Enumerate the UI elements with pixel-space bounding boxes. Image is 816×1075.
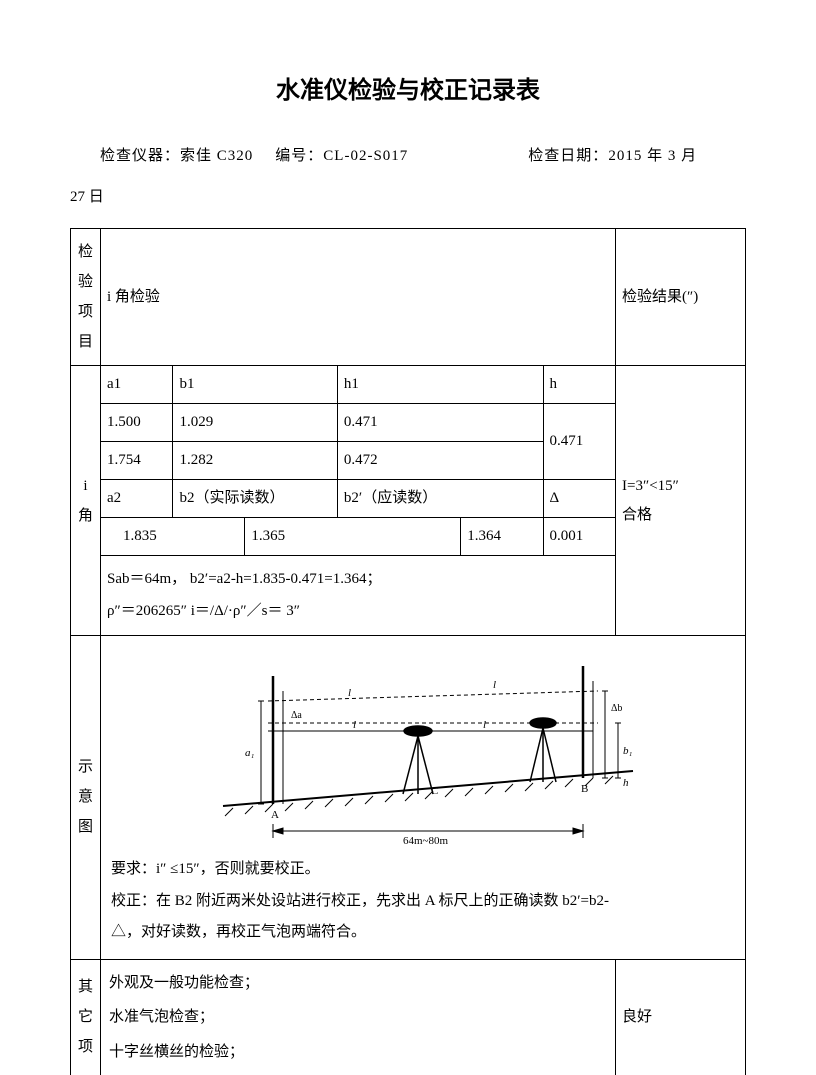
svg-text:a₁: a₁ [245, 747, 255, 759]
svg-text:l: l [348, 687, 351, 699]
svg-text:l: l [353, 719, 356, 731]
formula-2: ρ″＝206265″ i＝/Δ/·ρ″／s＝ 3″ [107, 596, 609, 628]
label-b: B [581, 783, 588, 795]
other-body: 外观及一般功能检查； 水准气泡检查； 十字丝横丝的检验； [101, 959, 616, 1075]
note-3: △，对好读数，再校正气泡两端符合。 [111, 917, 735, 949]
serial-value: CL-02-S017 [323, 148, 408, 164]
label-c: C [431, 785, 438, 797]
r3-b2p: 1.364 [461, 518, 543, 556]
h-h: h [543, 366, 615, 404]
diagram-notes: 要求：i″ ≤15″，否则就要校正。 校正：在 B2 附近两米处设站进行校正，先… [101, 846, 745, 959]
meta-line: 检查仪器：索佳 C320 编号：CL-02-S017 检查日期：2015 年 3 月 [100, 140, 746, 173]
svg-text:Δb: Δb [611, 703, 622, 714]
h-d: Δ [543, 480, 615, 518]
serial-label: 编号： [275, 148, 323, 164]
diagram-dist: 64m~80m [403, 835, 449, 846]
r3-a2: 1.835 [101, 518, 245, 556]
note-2: 校正：在 B2 附近两米处设站进行校正，先求出 A 标尺上的正确读数 b2′=b… [111, 886, 735, 918]
main-table: 检 验 项 目 i 角检验 检验结果(″) i 角 a1 b1 h1 h 1.5… [70, 228, 746, 1075]
date-label: 检查日期： [528, 148, 608, 164]
row-label-other: 其 它 项 [71, 959, 101, 1075]
row-label-item: 检 验 项 目 [71, 229, 101, 366]
instrument-value: 索佳 C320 [180, 148, 253, 164]
r3-b2: 1.365 [245, 518, 461, 556]
other-result: 良好 [616, 959, 746, 1075]
row-label-iangle: i 角 [71, 366, 101, 636]
i-angle-data: a1 b1 h1 h 1.500 1.029 0.471 0.471 1.754… [101, 366, 616, 636]
level-diagram-icon: A B C [101, 636, 745, 846]
note-1: 要求：i″ ≤15″，否则就要校正。 [111, 854, 735, 886]
svg-text:b₁: b₁ [623, 745, 633, 757]
formula-1: Sab＝64m， b2′=a2-h=1.835-0.471=1.364； [107, 564, 609, 596]
formula-cell: Sab＝64m， b2′=a2-h=1.835-0.471=1.364； ρ″＝… [101, 556, 615, 636]
row-label-diagram: 示 意 图 [71, 636, 101, 960]
svg-text:h: h [623, 777, 629, 789]
instrument-label: 检查仪器： [100, 148, 180, 164]
h-h1: h1 [337, 366, 543, 404]
h-b2p: b2′（应读数） [337, 480, 543, 518]
inner-table: a1 b1 h1 h 1.500 1.029 0.471 0.471 1.754… [101, 366, 615, 635]
svg-text:l: l [483, 719, 486, 731]
svg-text:l: l [493, 679, 496, 691]
diagram-box: A B C [101, 636, 745, 846]
r1-a1: 1.500 [101, 404, 173, 442]
h-a2: a2 [101, 480, 173, 518]
r2-a1: 1.754 [101, 442, 173, 480]
r2-h1: 0.472 [337, 442, 543, 480]
label-a: A [271, 809, 279, 821]
item-name-cell: i 角检验 [101, 229, 616, 366]
h-b1: b1 [173, 366, 337, 404]
h-a1: a1 [101, 366, 173, 404]
r1-b1: 1.029 [173, 404, 337, 442]
date-value: 2015 年 3 月 [608, 148, 697, 164]
diagram-cell: A B C [101, 636, 746, 960]
date-value-2: 27 日 [70, 181, 746, 214]
r3-d: 0.001 [543, 518, 615, 556]
h-val: 0.471 [543, 404, 615, 480]
r2-b1: 1.282 [173, 442, 337, 480]
svg-text:Δa: Δa [291, 710, 302, 721]
result-header: 检验结果(″) [616, 229, 746, 366]
r1-h1: 0.471 [337, 404, 543, 442]
page-title: 水准仪检验与校正记录表 [70, 70, 746, 105]
result-value: I=3″<15″ 合格 [616, 366, 746, 636]
h-b2: b2（实际读数） [173, 480, 337, 518]
